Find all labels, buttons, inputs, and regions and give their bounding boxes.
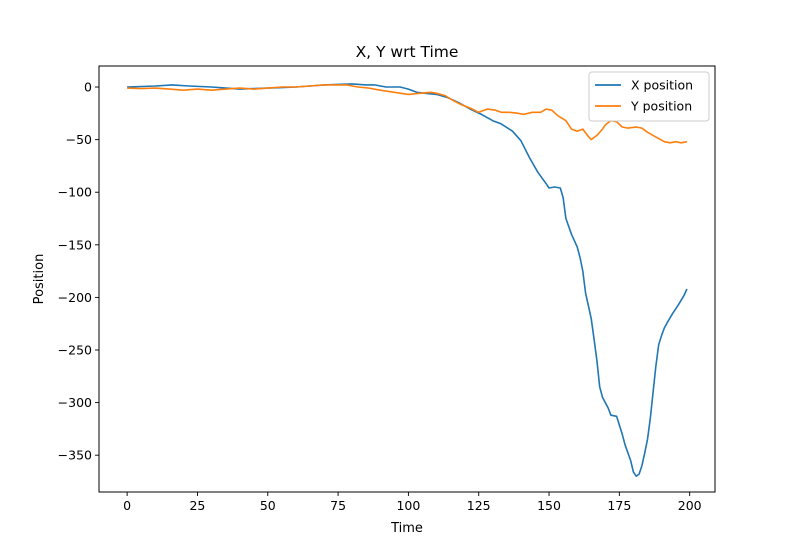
chart-title: X, Y wrt Time	[356, 43, 459, 61]
legend-label: Y position	[630, 99, 692, 114]
x-tick-label: 0	[123, 498, 131, 513]
y-tick-label: −200	[58, 290, 92, 305]
x-tick-label: 175	[607, 498, 631, 513]
x-tick-label: 75	[330, 498, 346, 513]
plot-frame	[98, 65, 716, 493]
series-line-y-position	[127, 84, 688, 144]
x-tick-label: 150	[537, 498, 561, 513]
series-layer	[127, 83, 688, 477]
y-axis-label: Position	[32, 254, 47, 305]
legend-label: X position	[631, 78, 693, 93]
x-axis-label: Time	[390, 521, 423, 536]
legend: X position Y position	[588, 71, 710, 122]
y-tick-label: −100	[58, 185, 92, 200]
y-tick-label: −300	[58, 395, 92, 410]
y-tick-label: 0	[84, 80, 92, 95]
x-tick-label: 25	[189, 498, 205, 513]
x-tick-label: 200	[678, 498, 702, 513]
y-axis: 0 −50 −100 −150 −200 −250 −300 −350	[58, 80, 99, 463]
plot-area	[99, 66, 715, 492]
y-tick-label: −50	[66, 132, 92, 147]
y-tick-label: −150	[58, 237, 92, 252]
x-tick-label: 100	[396, 498, 420, 513]
x-tick-label: 125	[467, 498, 491, 513]
y-tick-label: −250	[58, 343, 92, 358]
x-axis: 0 25 50 75 100 125 150 175 200	[123, 492, 702, 513]
y-tick-label: −350	[58, 448, 92, 463]
x-tick-label: 50	[260, 498, 276, 513]
